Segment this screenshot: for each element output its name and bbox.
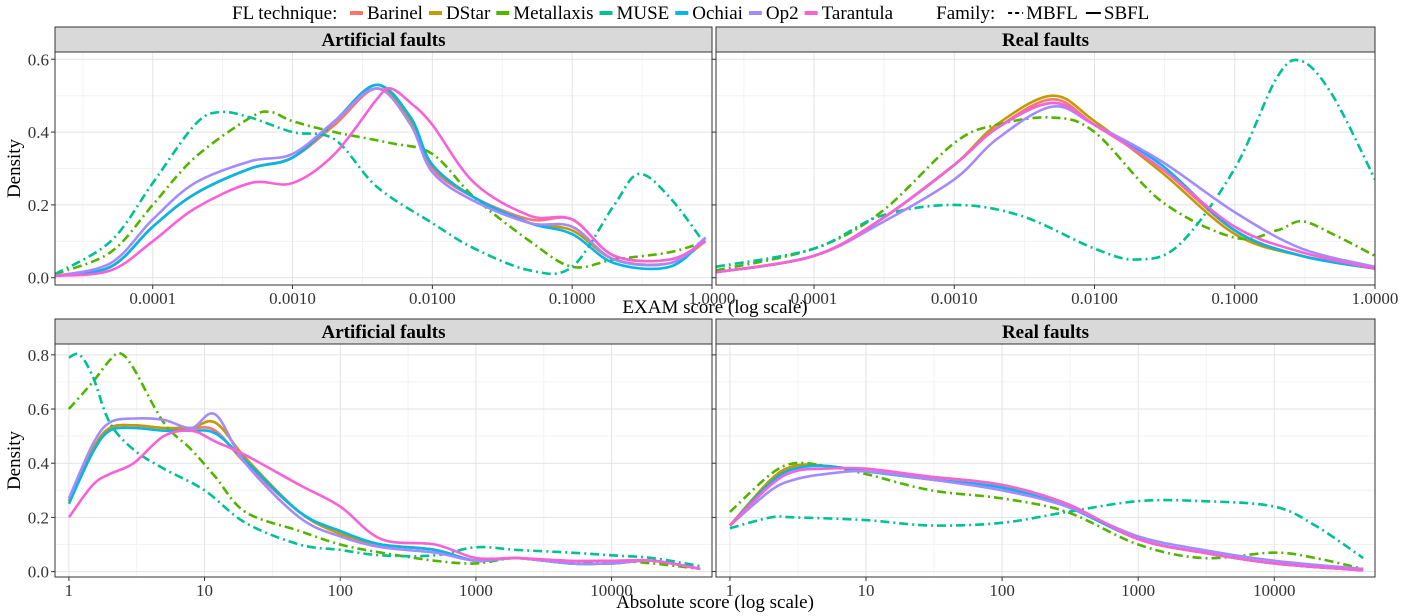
y-axis: 0.0 0.2 0.4 0.6 0.8: [28, 346, 55, 582]
series-line-muse: [55, 110, 707, 276]
x-tick-label: 10: [858, 581, 875, 600]
x-tick-label: 1000: [1121, 581, 1155, 600]
legend-label-metallaxis: Metallaxis: [513, 3, 593, 24]
x-tick-label: 100: [327, 581, 353, 600]
facet-title: Real faults: [1002, 322, 1089, 343]
legend-label-dstar: DStar: [446, 3, 491, 24]
x-tick-label: 0.0001: [791, 289, 838, 308]
legend-label-sbfl: SBFL: [1104, 3, 1149, 24]
y-tick-label: 0.4: [28, 123, 50, 142]
panel-1: Artificial faults 0.0001 0.0010 0.0100 0.100…: [4, 26, 735, 308]
x-tick-label: 1: [65, 581, 74, 600]
plot-background: [716, 344, 1375, 577]
series-line-muse: [716, 58, 1375, 269]
y-tick-label: 0.0: [28, 563, 49, 582]
facet-strip: [715, 318, 1376, 345]
series-line-ochiai: [55, 83, 707, 278]
series-group: [67, 351, 701, 571]
x-tick-label: 10: [196, 581, 213, 600]
series-line-metallaxis: [55, 110, 706, 276]
plot-border: [54, 343, 713, 578]
facet-strip: [54, 318, 713, 345]
y-axis: [712, 354, 716, 573]
x-axis: 0.0001 0.0010 0.0100 0.1000 1.0000: [791, 285, 1399, 308]
y-tick-label: 0.6: [28, 50, 49, 69]
plot-border: [715, 51, 1376, 286]
series-line-op2: [67, 412, 701, 571]
x-axis: 1 10 100 1000 10000: [726, 577, 1296, 600]
legend-label-tarantula: Tarantula: [822, 3, 894, 24]
plot-background: [55, 344, 712, 577]
x-tick-label: 0.0010: [269, 289, 316, 308]
y-axis-title: Density: [4, 430, 25, 490]
legend-label-mbfl: MBFL: [1026, 3, 1078, 24]
series-line-metallaxis: [729, 461, 1364, 571]
y-tick-label: 0.0: [28, 269, 49, 288]
y-axis: [712, 58, 716, 279]
x-axis-title: Absolute score (log scale): [616, 592, 814, 613]
series-group: [728, 461, 1364, 572]
series-line-tarantula: [67, 429, 701, 571]
facet-strip: [715, 26, 1376, 53]
facet-title: Artificial faults: [321, 322, 445, 343]
x-tick-label: 1.0000: [1352, 289, 1399, 308]
legend-label-op2: Op2: [766, 3, 799, 24]
x-axis: 1 10 100 1000 10000: [65, 577, 633, 600]
legend-label-muse: MUSE: [616, 3, 669, 24]
series-line-tarantula: [716, 101, 1375, 274]
series-line-op2: [716, 105, 1375, 274]
x-tick-label: 1000: [459, 581, 493, 600]
x-axis: 0.0001 0.0010 0.0100 0.1000 1.0000: [129, 285, 735, 308]
y-tick-label: 0.6: [28, 400, 49, 419]
minor-gridlines: [716, 344, 1375, 577]
x-tick-label: 0.0010: [931, 289, 978, 308]
x-tick-label: 10000: [590, 581, 633, 600]
series-line-op2: [729, 469, 1364, 571]
x-tick-label: 0.1000: [549, 289, 596, 308]
major-gridlines: [716, 344, 1375, 577]
plot-border: [54, 51, 713, 286]
x-tick-label: 0.1000: [1211, 289, 1258, 308]
series-line-tarantula: [729, 466, 1364, 572]
legend: FL technique: Barinel DStar Metallaxis MUSE O…: [232, 3, 1149, 24]
series-line-tarantula: [55, 86, 707, 278]
series-line-muse: [68, 352, 701, 568]
x-tick-label: 0.0100: [409, 289, 456, 308]
x-tick-label: 0.0001: [129, 289, 176, 308]
legend-label-ochiai: Ochiai: [692, 3, 743, 24]
legend-technique-title: FL technique:: [232, 3, 337, 24]
legend-family-title: Family:: [936, 3, 995, 24]
x-tick-label: 1: [726, 581, 735, 600]
major-gridlines: [55, 344, 712, 577]
y-tick-label: 0.2: [28, 196, 49, 215]
y-tick-label: 0.2: [28, 508, 49, 527]
minor-gridlines: [55, 52, 712, 285]
y-tick-label: 0.8: [28, 346, 49, 365]
x-axis-title: EXAM score (log scale): [622, 297, 807, 318]
series-line-op2: [55, 87, 707, 278]
x-tick-label: 10000: [1253, 581, 1296, 600]
x-tick-label: 1.0000: [689, 289, 736, 308]
x-tick-label: 100: [989, 581, 1015, 600]
series-group: [716, 58, 1375, 274]
facet-strip: [54, 26, 713, 53]
facet-title: Artificial faults: [321, 30, 445, 51]
facet-title: Real faults: [1002, 30, 1089, 51]
legend-label-barinel: Barinel: [367, 3, 423, 24]
panel-4: Real faults 1 10 100 1000 10000: [712, 318, 1376, 600]
series-group: [55, 83, 707, 278]
y-axis-title: Density: [4, 138, 25, 198]
series-line-muse: [729, 498, 1364, 560]
plot-border: [715, 343, 1376, 578]
major-gridlines: [716, 52, 1376, 285]
x-tick-label: 0.0100: [1071, 289, 1118, 308]
y-tick-label: 0.4: [28, 454, 50, 473]
y-axis: 0.0 0.2 0.4 0.6: [28, 50, 55, 288]
panel-2: Real faults 0.0001 0.0010 0.0100 0.1000 1.000…: [712, 26, 1399, 308]
